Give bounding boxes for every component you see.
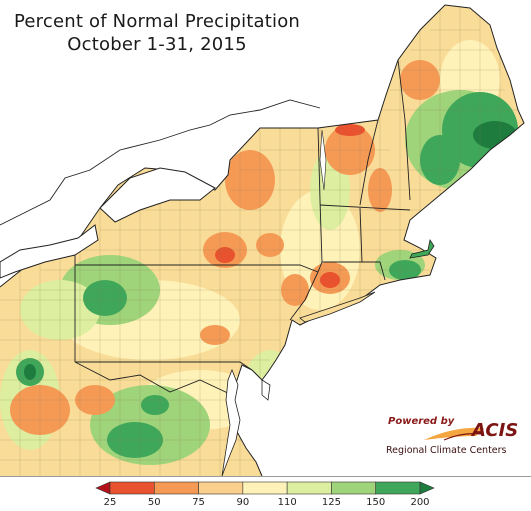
acis-wordmark: ACIS [472,420,519,441]
legend-tick-label: 50 [147,497,161,508]
legend-arrow-right [419,481,435,495]
county-lines [0,5,520,476]
legend-tick-label: 200 [410,497,430,508]
acis-swoosh-icon [424,427,484,441]
legend-tick-label: 125 [321,497,341,508]
legend-swatch-6 [331,481,377,495]
map-title: Percent of Normal Precipitation [13,11,301,32]
acis-logo[interactable]: Powered by ACIS Regional Climate Centers [384,416,518,460]
legend-swatch-4 [242,481,288,495]
legend-swatch-5 [286,481,332,495]
patch-dgreen-2 [24,364,36,380]
legend-swatch-2 [153,481,199,495]
color-legend: 25 50 75 90 110 125 150 200 [0,476,531,511]
legend-swatch-7 [375,481,421,495]
legend-swatch-3 [198,481,244,495]
patch-orange-2 [256,233,284,257]
patch-red-2 [320,272,340,288]
patch-orange-11 [200,325,230,345]
patch-red-1 [215,247,235,263]
powered-by-text: Powered by [388,416,455,427]
lake-ontario [99,167,216,223]
legend-tick-label: 75 [192,497,205,508]
regional-climate-centers-text: Regional Climate Centers [386,445,507,456]
patch-lgreen-4 [240,350,300,450]
lake-champlain [319,129,327,191]
map-subtitle-date-range: October 1-31, 2015 [67,34,247,55]
legend-arrow-left [95,481,111,495]
cape-cod [409,238,435,259]
patch-red-3 [335,124,365,136]
canada-shore [0,99,321,226]
chesapeake-bay [221,368,241,476]
long-island [299,291,376,323]
patch-orange-5 [225,150,275,210]
legend-tick-label: 90 [236,497,250,508]
legend-tick-label: 110 [277,497,297,508]
coastline [0,4,525,476]
legend-tick-label: 25 [103,497,117,508]
legend-tick-label: 150 [366,497,386,508]
legend-colorbar [95,481,435,495]
delaware-bay [261,379,271,401]
map-frame: Percent of Normal Precipitation October … [0,4,531,477]
legend-swatch-1 [109,481,155,495]
lake-erie [0,224,99,279]
patch-green-4 [141,395,169,415]
patch-green-1 [83,280,127,316]
state-boundaries [74,59,411,421]
precipitation-map [0,4,525,476]
